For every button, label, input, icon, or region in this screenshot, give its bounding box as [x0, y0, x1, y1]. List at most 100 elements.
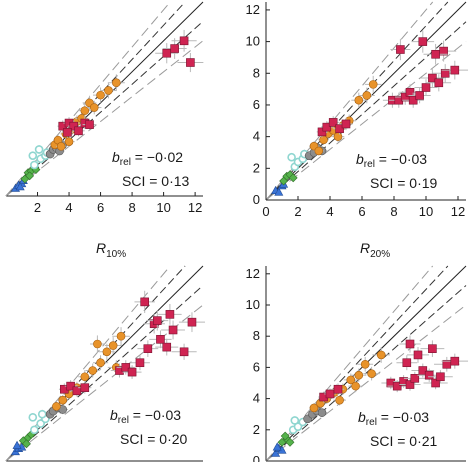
- data-point-square: [74, 126, 83, 136]
- data-point-circle: [93, 339, 102, 349]
- data-point-circle: [58, 395, 68, 405]
- data-point-square: [121, 363, 131, 372]
- data-point-circle: [96, 90, 105, 100]
- data-point-square: [152, 316, 162, 325]
- data-point-circle: [89, 103, 99, 112]
- identity-line: [265, 1, 467, 201]
- data-point-circle: [317, 408, 327, 417]
- lower-20pct-line: [5, 40, 204, 197]
- data-point-square: [187, 317, 197, 327]
- data-point-square: [431, 49, 440, 59]
- data-point-square: [317, 127, 327, 137]
- data-point-circle: [360, 359, 370, 369]
- data-point-open-circle: [34, 145, 44, 154]
- data-point-circle: [116, 331, 126, 341]
- x-tick-label: 10: [156, 200, 170, 215]
- data-point-triangle: [274, 187, 284, 196]
- data-point-square: [140, 297, 149, 307]
- data-point-square: [450, 65, 460, 75]
- data-point-square: [405, 339, 415, 349]
- panel-top-left: 2 4 6 8 10 12 brel = −0·02 SCI = 0·13 R10%: [5, 1, 204, 260]
- x-tick-label: 6: [358, 204, 365, 219]
- data-point-open-circle: [30, 425, 39, 435]
- stat-sci: SCI = 0·20: [120, 431, 188, 447]
- data-point-circle: [335, 395, 344, 405]
- data-point-open-circle: [28, 151, 38, 160]
- upper-20pct-line: [265, 1, 434, 201]
- data-point-circle: [346, 375, 356, 385]
- x-tick-label: 12: [451, 204, 465, 219]
- stat-b-rel: brel = −0·03: [110, 407, 181, 426]
- y-tick-label: 10: [246, 34, 260, 49]
- data-point-square: [66, 381, 75, 391]
- x-tick-label: 4: [326, 204, 333, 219]
- data-point-square: [408, 95, 418, 105]
- x-tick-label: 8: [390, 204, 397, 219]
- panel-bottom-right: 0 2 4 6 8 10 12 brel = −0·03 SCI = 0·21: [246, 265, 469, 462]
- upper-20pct-line: [265, 265, 434, 462]
- data-point-square: [143, 344, 153, 353]
- data-point-triangle: [271, 448, 281, 457]
- data-point-square: [392, 381, 402, 391]
- data-point-square: [428, 73, 437, 83]
- data-point-diamond: [280, 431, 290, 441]
- data-point-square: [410, 374, 420, 383]
- data-point-circle: [362, 91, 372, 100]
- data-point-square: [322, 122, 332, 132]
- data-point-square: [325, 389, 335, 399]
- data-point-circle: [64, 137, 74, 146]
- data-point-diamond: [285, 437, 295, 447]
- y-tick-label: 4: [253, 129, 260, 144]
- data-point-circle: [112, 78, 121, 88]
- data-point-open-circle: [28, 413, 38, 422]
- data-point-square: [162, 342, 172, 352]
- y-tick-label: 12: [246, 266, 260, 281]
- upper-10pct-line: [5, 1, 186, 197]
- data-point-open-circle: [37, 409, 47, 419]
- y-tick-label: 0: [253, 192, 260, 207]
- data-point-square: [421, 83, 431, 92]
- x-tick-label: 2: [34, 200, 41, 215]
- data-point-circle: [102, 347, 112, 357]
- data-point-diamond: [25, 171, 35, 181]
- x-axis-title: R10%: [96, 240, 126, 260]
- data-point-square: [186, 58, 195, 67]
- data-point-circle: [367, 369, 376, 378]
- x-tick-label: 12: [188, 200, 202, 215]
- data-point-square: [341, 119, 351, 129]
- plot-area: 0 2 4 6 8 10 12 0 2 4 6 8 10 12: [246, 1, 469, 219]
- y-tick-label: 6: [253, 97, 260, 112]
- data-point-square: [333, 384, 343, 394]
- data-point-square: [85, 120, 94, 129]
- data-point-open-circle: [287, 152, 296, 162]
- data-point-circle: [368, 80, 378, 89]
- data-point-square: [162, 48, 172, 58]
- data-point-diamond: [22, 439, 31, 449]
- x-tick-label: 0: [262, 204, 269, 219]
- data-point-square: [434, 78, 444, 88]
- stat-b-rel: brel = −0·03: [358, 409, 429, 428]
- stat-sci: SCI = 0·21: [370, 433, 438, 449]
- data-point-circle: [108, 341, 118, 350]
- data-point-triangle: [272, 442, 282, 451]
- data-point-circle: [56, 142, 66, 151]
- identity-line: [5, 1, 204, 197]
- data-point-square: [168, 325, 178, 335]
- data-point-square: [418, 366, 428, 375]
- data-point-square: [418, 37, 428, 46]
- data-point-triangle: [15, 182, 25, 191]
- y-tick-label: 6: [253, 359, 260, 374]
- stat-sci: SCI = 0·19: [370, 175, 438, 191]
- upper-10pct-line: [265, 265, 449, 462]
- data-point-square: [135, 358, 145, 368]
- stat-b-rel: brel = −0·02: [112, 149, 183, 168]
- data-point-square: [413, 350, 423, 360]
- data-point-circle: [80, 106, 90, 115]
- y-tick-label: 2: [253, 422, 260, 437]
- lower-20pct-line: [5, 304, 204, 462]
- data-point-square: [402, 358, 412, 368]
- x-tick-label: 6: [97, 200, 104, 215]
- panel-top-right: 0 2 4 6 8 10 12 0 2 4 6 8 10 12 brel = −0·03 SCI = 0·…: [246, 1, 469, 260]
- stat-sci: SCI = 0·13: [122, 173, 190, 189]
- data-point-square: [69, 121, 79, 131]
